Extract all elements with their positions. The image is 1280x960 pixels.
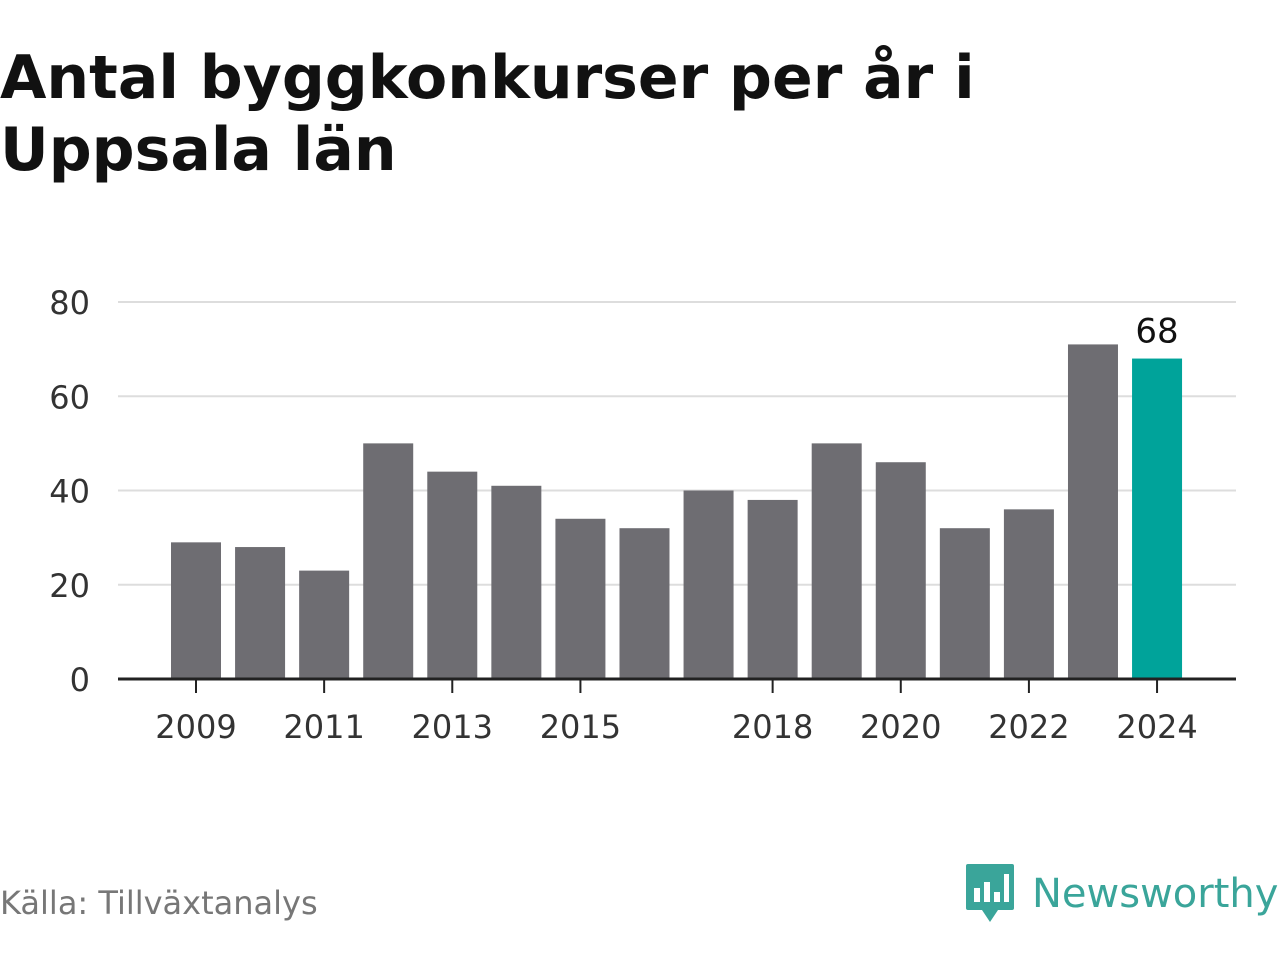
x-axis-ticks: 2009 2011 2013 2015 2018 2020 2022 2024 <box>155 679 1198 746</box>
bar <box>171 542 221 679</box>
bar <box>235 547 286 679</box>
data-labels: 68 <box>1135 312 1178 352</box>
bar <box>555 518 606 679</box>
bar <box>427 471 478 679</box>
x-tick-label: 2009 <box>155 708 236 746</box>
bars <box>171 344 1183 679</box>
y-tick-label: 80 <box>49 284 90 322</box>
bar-highlight <box>1132 358 1183 679</box>
data-label: 68 <box>1135 312 1178 352</box>
bar <box>811 443 862 679</box>
bar <box>939 528 990 679</box>
x-tick-label: 2020 <box>860 708 941 746</box>
bar <box>1067 344 1118 679</box>
chart-title: Antal byggkonkurser per år i Uppsala län <box>0 43 975 185</box>
y-tick-label: 0 <box>70 661 90 699</box>
x-tick-label: 2015 <box>540 708 621 746</box>
y-tick-label: 40 <box>49 473 90 511</box>
bar <box>299 570 350 679</box>
x-tick-label: 2013 <box>412 708 493 746</box>
bar <box>683 490 734 679</box>
bar <box>1003 509 1054 679</box>
x-tick-label: 2011 <box>283 708 364 746</box>
y-tick-label: 20 <box>49 567 90 605</box>
source-note: Källa: Tillväxtanalys <box>0 884 318 922</box>
x-tick-label: 2024 <box>1116 708 1197 746</box>
bar <box>363 443 414 679</box>
y-axis-ticks: 0 20 40 60 80 <box>49 284 90 699</box>
brand-name: Newsworthy <box>1032 871 1279 917</box>
bar <box>619 528 670 679</box>
y-tick-label: 60 <box>49 378 90 416</box>
brand-logo[interactable]: Newsworthy <box>964 862 1278 926</box>
bar <box>747 499 798 679</box>
newsworthy-logo-icon <box>966 864 1014 922</box>
x-tick-label: 2018 <box>732 708 813 746</box>
x-tick-label: 2022 <box>988 708 1069 746</box>
bar <box>875 462 926 679</box>
bar <box>491 485 542 679</box>
